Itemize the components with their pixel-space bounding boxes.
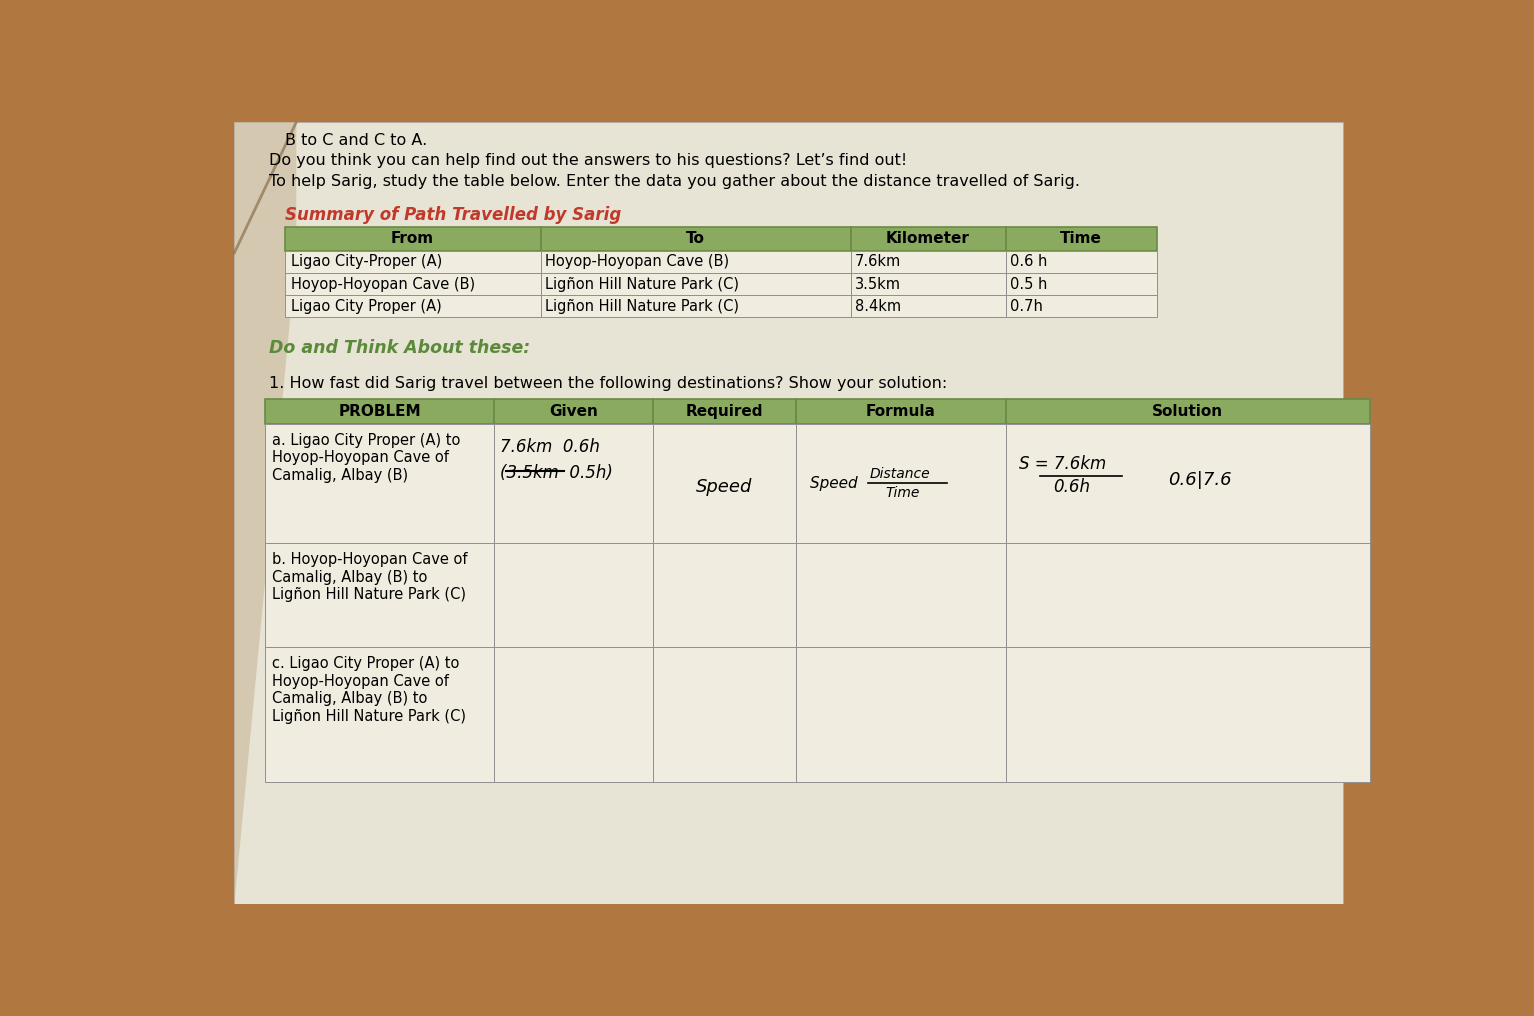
- Text: Ligao City Proper (A): Ligao City Proper (A): [291, 299, 442, 314]
- Text: To help Sarig, study the table below. Enter the data you gather about the distan: To help Sarig, study the table below. En…: [270, 175, 1080, 189]
- Text: Distance: Distance: [870, 467, 931, 482]
- Text: Given: Given: [549, 404, 598, 419]
- Text: 3.5km: 3.5km: [854, 276, 900, 292]
- Text: Do you think you can help find out the answers to his questions? Let’s find out!: Do you think you can help find out the a…: [270, 153, 908, 169]
- Text: Required: Required: [686, 404, 764, 419]
- Bar: [285, 296, 540, 317]
- Text: 7.6km: 7.6km: [854, 254, 902, 269]
- Text: Solution: Solution: [1152, 404, 1223, 419]
- Text: PROBLEM: PROBLEM: [339, 404, 420, 419]
- Bar: [850, 273, 1005, 296]
- Bar: [653, 647, 796, 781]
- Bar: [265, 647, 494, 781]
- Text: 0.5 h: 0.5 h: [1011, 276, 1048, 292]
- Text: (3.5km  0.5h): (3.5km 0.5h): [500, 463, 614, 482]
- Text: Speed: Speed: [696, 479, 753, 496]
- Bar: [285, 251, 540, 273]
- Bar: [285, 273, 540, 296]
- Bar: [653, 424, 796, 544]
- Bar: [1005, 399, 1370, 424]
- Bar: [265, 544, 494, 647]
- Bar: [265, 424, 494, 544]
- Text: 0.6|7.6: 0.6|7.6: [1169, 470, 1232, 489]
- Text: Summary of Path Travelled by Sarig: Summary of Path Travelled by Sarig: [285, 206, 621, 224]
- Text: Hoyop-Hoyopan Cave (B): Hoyop-Hoyopan Cave (B): [545, 254, 729, 269]
- Bar: [796, 544, 1005, 647]
- Text: b. Hoyop-Hoyopan Cave of
Camalig, Albay (B) to
Ligñon Hill Nature Park (C): b. Hoyop-Hoyopan Cave of Camalig, Albay …: [272, 553, 466, 602]
- Bar: [265, 399, 494, 424]
- Text: 8.4km: 8.4km: [854, 299, 902, 314]
- Text: Ligñon Hill Nature Park (C): Ligñon Hill Nature Park (C): [545, 299, 739, 314]
- Text: Time: Time: [885, 486, 920, 500]
- Bar: [1005, 228, 1157, 251]
- Bar: [796, 399, 1005, 424]
- Bar: [1005, 296, 1157, 317]
- Bar: [494, 399, 653, 424]
- Bar: [850, 228, 1005, 251]
- Text: From: From: [391, 232, 434, 247]
- Text: B to C and C to A.: B to C and C to A.: [285, 133, 426, 147]
- FancyBboxPatch shape: [235, 122, 1342, 904]
- Bar: [1005, 273, 1157, 296]
- Bar: [796, 424, 1005, 544]
- Text: To: To: [686, 232, 706, 247]
- Text: c. Ligao City Proper (A) to
Hoyop-Hoyopan Cave of
Camalig, Albay (B) to
Ligñon H: c. Ligao City Proper (A) to Hoyop-Hoyopa…: [272, 656, 466, 723]
- Bar: [494, 647, 653, 781]
- Bar: [494, 544, 653, 647]
- Bar: [540, 273, 850, 296]
- Bar: [1005, 251, 1157, 273]
- Bar: [540, 251, 850, 273]
- Text: 7.6km  0.6h: 7.6km 0.6h: [500, 438, 600, 455]
- Text: Ligñon Hill Nature Park (C): Ligñon Hill Nature Park (C): [545, 276, 739, 292]
- Bar: [285, 228, 540, 251]
- Text: 1. How fast did Sarig travel between the following destinations? Show your solut: 1. How fast did Sarig travel between the…: [270, 376, 948, 391]
- Bar: [653, 399, 796, 424]
- Text: Formula: Formula: [865, 404, 936, 419]
- Bar: [540, 296, 850, 317]
- Text: Ligao City-Proper (A): Ligao City-Proper (A): [291, 254, 442, 269]
- Text: 0.6h: 0.6h: [1054, 478, 1091, 496]
- Bar: [1005, 424, 1370, 544]
- Text: Speed: Speed: [810, 475, 868, 491]
- Bar: [1005, 544, 1370, 647]
- Polygon shape: [235, 122, 296, 904]
- Text: Hoyop-Hoyopan Cave (B): Hoyop-Hoyopan Cave (B): [291, 276, 476, 292]
- Bar: [796, 647, 1005, 781]
- Text: 0.6 h: 0.6 h: [1011, 254, 1048, 269]
- Bar: [540, 228, 850, 251]
- Text: Kilometer: Kilometer: [887, 232, 969, 247]
- Bar: [494, 424, 653, 544]
- Bar: [653, 544, 796, 647]
- Text: 0.7h: 0.7h: [1011, 299, 1043, 314]
- Text: Do and Think About these:: Do and Think About these:: [270, 339, 531, 357]
- Bar: [1005, 647, 1370, 781]
- Bar: [850, 296, 1005, 317]
- Text: Time: Time: [1060, 232, 1101, 247]
- Text: S = 7.6km: S = 7.6km: [1020, 455, 1106, 473]
- Bar: [850, 251, 1005, 273]
- Text: a. Ligao City Proper (A) to
Hoyop-Hoyopan Cave of
Camalig, Albay (B): a. Ligao City Proper (A) to Hoyop-Hoyopa…: [272, 433, 460, 483]
